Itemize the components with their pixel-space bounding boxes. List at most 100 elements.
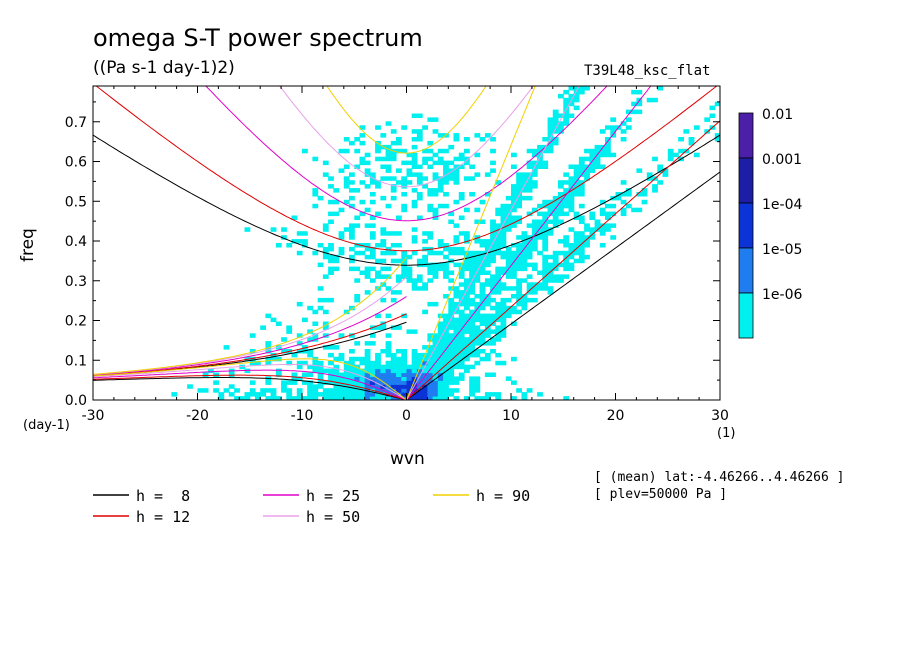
power-cell [239, 364, 246, 370]
power-cell [437, 329, 444, 334]
power-cell [359, 160, 366, 166]
power-cell [526, 211, 533, 217]
power-cell [484, 321, 491, 326]
power-cell [605, 137, 611, 142]
power-cell [589, 227, 596, 232]
power-cell [558, 180, 564, 185]
power-cell [364, 152, 371, 158]
power-cell [349, 266, 355, 272]
power-cell [422, 160, 428, 166]
power-cell [411, 278, 418, 283]
power-cell [464, 278, 470, 283]
power-cell [411, 364, 418, 370]
power-cell [516, 176, 522, 181]
power-cell [537, 392, 543, 397]
power-cell [599, 243, 606, 248]
power-cell [490, 313, 496, 319]
power-cell [678, 148, 684, 154]
power-cell [349, 368, 355, 374]
power-cell [474, 239, 481, 244]
power-cell [521, 180, 528, 185]
power-cell [610, 235, 617, 240]
power-cell [307, 337, 313, 342]
power-cell [500, 266, 507, 272]
power-cell [406, 364, 413, 370]
power-cell [490, 341, 496, 346]
power-cell [349, 392, 355, 397]
curve-kelvin-h25 [406, 86, 652, 400]
power-cell [547, 121, 554, 126]
power-cell [453, 239, 460, 244]
power-cell [526, 246, 533, 252]
power-cell [521, 266, 528, 272]
power-cell [437, 360, 444, 366]
power-cell [453, 376, 460, 381]
power-cell [354, 215, 361, 220]
power-cell [317, 364, 324, 370]
power-cell [338, 372, 345, 377]
power-cell [521, 188, 528, 193]
power-cell [270, 396, 277, 400]
power-cell [265, 380, 272, 385]
power-cell [578, 243, 585, 248]
power-cell [443, 384, 449, 389]
power-cell [584, 235, 590, 240]
power-cell [594, 156, 601, 162]
power-cell [505, 254, 512, 260]
power-cell [511, 356, 517, 362]
power-cell [416, 384, 423, 389]
power-cell [359, 211, 366, 217]
power-cell [511, 305, 517, 311]
power-cell [385, 341, 392, 346]
power-cell [406, 168, 413, 173]
power-cell [364, 168, 371, 173]
power-cell [458, 266, 465, 272]
power-cell [453, 294, 460, 299]
power-cell [317, 392, 324, 397]
power-cell [207, 368, 214, 374]
power-cell [469, 266, 475, 272]
power-cell [474, 266, 481, 272]
power-cell [526, 282, 533, 287]
power-cell [474, 384, 481, 389]
power-cell [605, 227, 611, 232]
power-cell [589, 152, 596, 158]
power-cell [599, 199, 606, 205]
power-cell [338, 356, 345, 362]
power-cell [500, 329, 507, 334]
power-cell [516, 243, 522, 248]
power-cell [328, 254, 334, 260]
power-cell [448, 297, 455, 303]
power-cell [479, 294, 486, 299]
power-cell [333, 376, 340, 381]
power-cell [406, 388, 413, 393]
power-cell [343, 392, 350, 397]
power-cell [296, 301, 303, 307]
power-cell [531, 172, 538, 177]
power-cell [521, 231, 528, 236]
power-cell [474, 152, 481, 158]
power-cell [270, 317, 277, 323]
power-cell [411, 250, 418, 256]
power-cell [474, 133, 481, 138]
power-cell [552, 137, 559, 142]
power-cell [552, 195, 559, 201]
power-cell [401, 266, 408, 272]
power-cell [317, 262, 324, 268]
power-cell [375, 156, 381, 162]
power-cell [464, 266, 470, 272]
power-cell [359, 388, 366, 393]
power-cell [500, 313, 507, 319]
power-cell [328, 243, 334, 248]
power-cell [249, 360, 256, 366]
power-cell [427, 156, 434, 162]
power-cell [531, 160, 538, 166]
power-cell [469, 352, 475, 358]
power-cell [432, 262, 439, 268]
power-cell [573, 164, 580, 169]
power-cell [563, 105, 570, 111]
power-cell [474, 254, 481, 260]
power-cell [605, 223, 611, 228]
power-cell [625, 125, 632, 130]
